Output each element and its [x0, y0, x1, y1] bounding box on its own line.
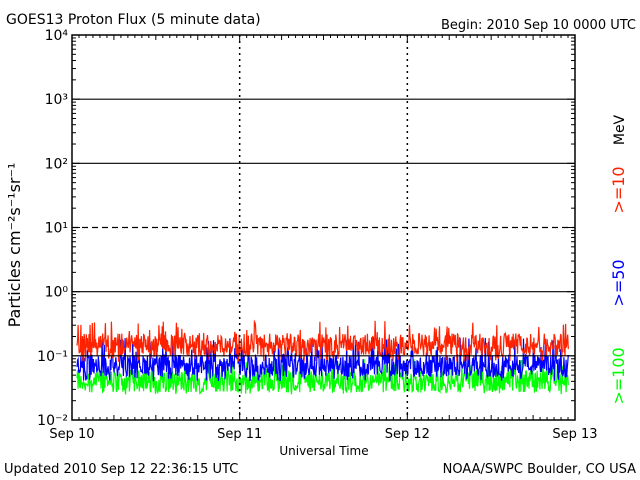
- legend: >=10 >=50 >=100 MeV: [609, 114, 628, 404]
- axes: 10⁻² 10⁻¹ 10⁰ 10¹ 10² 10³ 10⁴ Sep 10 Sep 11 Sep 1…: [37, 28, 597, 442]
- begin-label: Begin: 2010 Sep 10 0000 UTC: [441, 18, 636, 33]
- series-layer: [76, 319, 569, 395]
- y-tick-label: 10⁻²: [37, 413, 68, 429]
- x-tick-label: Sep 11: [217, 427, 262, 442]
- chart-title: GOES13 Proton Flux (5 minute data): [6, 12, 261, 28]
- y-tick-label: 10¹: [45, 221, 68, 237]
- x-tick-label: Sep 10: [49, 427, 94, 442]
- y-tick-label: 10⁻¹: [37, 349, 68, 365]
- grid-lines: [72, 35, 575, 420]
- legend-label-ge100: >=100: [609, 347, 628, 404]
- x-tick-label: Sep 12: [385, 427, 430, 442]
- y-tick-label: 10⁰: [45, 285, 69, 301]
- series-line-ge10: [76, 319, 569, 362]
- legend-unit: MeV: [612, 114, 628, 145]
- updated-label: Updated 2010 Sep 12 22:36:15 UTC: [4, 462, 238, 477]
- x-tick-label: Sep 13: [552, 427, 597, 442]
- x-axis-label: Universal Time: [279, 444, 368, 458]
- y-tick-label: 10⁴: [45, 28, 69, 44]
- series-line-ge50: [76, 337, 569, 382]
- legend-label-ge50: >=50: [609, 259, 628, 306]
- y-tick-label: 10³: [45, 92, 68, 108]
- y-axis-label: Particles cm⁻²s⁻¹sr⁻¹: [5, 163, 24, 328]
- credit-label: NOAA/SWPC Boulder, CO USA: [443, 462, 636, 477]
- legend-label-ge10: >=10: [609, 166, 628, 213]
- y-tick-label: 10²: [45, 156, 68, 172]
